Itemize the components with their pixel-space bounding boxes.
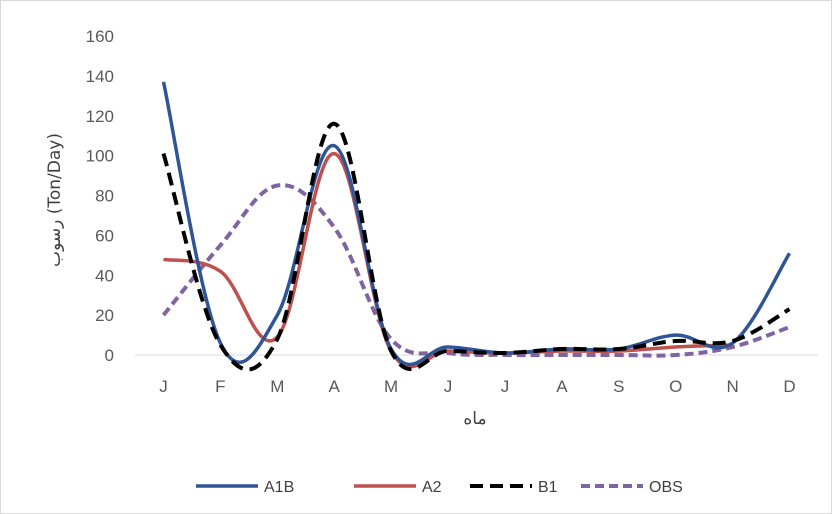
y-tick-label: 60 xyxy=(95,226,114,245)
y-tick-label: 120 xyxy=(86,107,114,126)
series-line-obs xyxy=(161,183,791,358)
x-tick-label: O xyxy=(669,377,682,396)
x-tick-label: J xyxy=(501,377,510,396)
x-tick-label: M xyxy=(270,377,284,396)
y-tick-label: 140 xyxy=(86,67,114,86)
x-tick-label: N xyxy=(726,377,738,396)
legend-label-a1b: A1B xyxy=(264,479,294,496)
y-tick-label: 20 xyxy=(95,306,114,325)
x-tick-label: S xyxy=(613,377,624,396)
series-line-b1 xyxy=(161,121,791,372)
x-tick-label: D xyxy=(783,377,795,396)
series-line-a2 xyxy=(163,151,733,369)
y-tick-label: 80 xyxy=(95,187,114,206)
legend: A1B A2 B1 OBS xyxy=(196,479,683,496)
legend-label-obs: OBS xyxy=(649,479,683,496)
x-tick-label: F xyxy=(215,377,225,396)
legend-label-b1: B1 xyxy=(538,479,558,496)
x-axis-label: ماه xyxy=(463,409,486,429)
x-tick-label: A xyxy=(329,377,341,396)
y-tick-label: 0 xyxy=(105,346,114,365)
y-tick-label: 160 xyxy=(86,27,114,46)
legend-label-a2: A2 xyxy=(422,479,442,496)
series-line-a1b xyxy=(161,81,791,367)
x-tick-label: J xyxy=(444,377,453,396)
x-tick-label: M xyxy=(384,377,398,396)
y-tick-label: 40 xyxy=(95,266,114,285)
x-tick-label: A xyxy=(556,377,568,396)
y-tick-label: 100 xyxy=(86,147,114,166)
x-tick-label: J xyxy=(159,377,168,396)
y-axis-ticks: 0 20 40 60 80 100 120 140 160 xyxy=(86,27,114,365)
y-axis-label: رسوب (Ton/Day) xyxy=(45,133,65,267)
plot-lines xyxy=(161,81,791,372)
